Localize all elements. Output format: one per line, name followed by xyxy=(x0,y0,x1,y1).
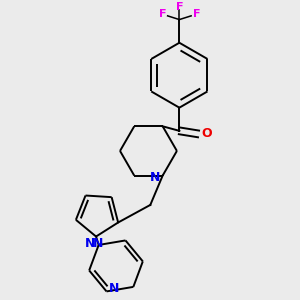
Text: N: N xyxy=(85,237,95,250)
Text: O: O xyxy=(201,128,211,140)
Text: F: F xyxy=(193,9,200,19)
Text: F: F xyxy=(159,9,166,19)
Text: N: N xyxy=(150,171,160,184)
Text: N: N xyxy=(93,237,104,250)
Text: N: N xyxy=(109,282,119,296)
Text: F: F xyxy=(176,2,183,12)
